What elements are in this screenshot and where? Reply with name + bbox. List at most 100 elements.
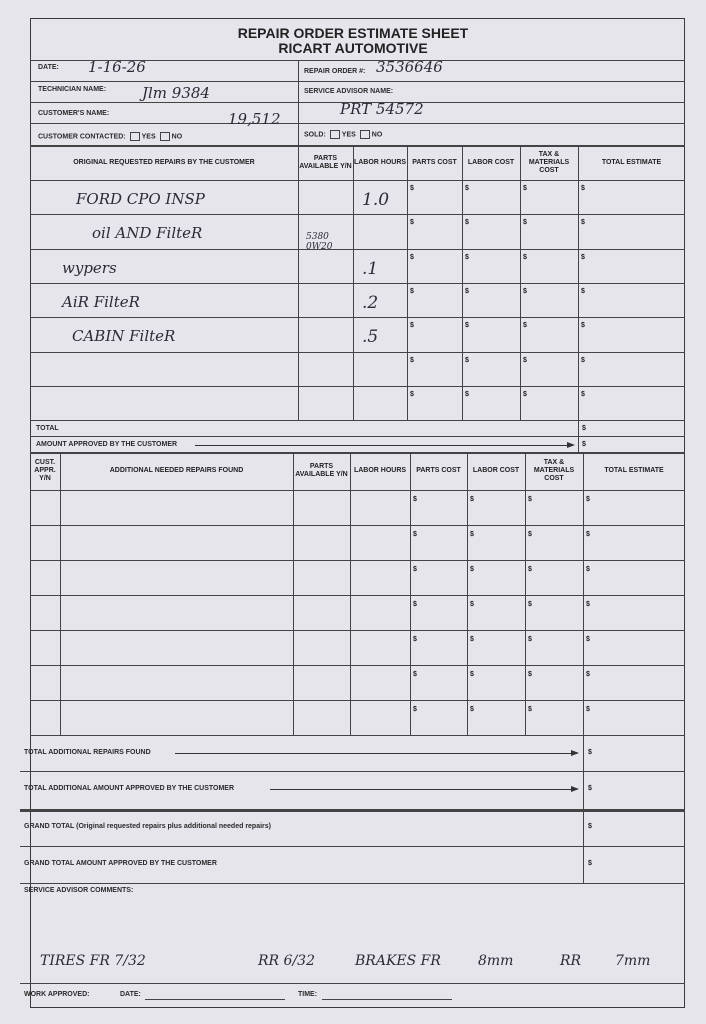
currency-labor-cost[interactable]: $ — [465, 219, 469, 227]
divider — [30, 525, 685, 527]
labor-hours-value[interactable]: .2 — [362, 292, 379, 313]
total-additional-approved-label: TOTAL ADDITIONAL AMOUNT APPROVED BY THE … — [24, 785, 235, 793]
labor-hours-value[interactable]: .1 — [362, 258, 379, 279]
comment-text[interactable]: TIRES FR 7/32 — [40, 953, 146, 970]
labor-hours-value[interactable]: 1.0 — [362, 190, 390, 210]
amount-approved-value[interactable]: $ — [582, 441, 586, 449]
grand-total-value[interactable]: $ — [588, 823, 592, 831]
sold-no-checkbox[interactable] — [359, 130, 370, 139]
currency-labor-cost[interactable]: $ — [470, 496, 474, 504]
labor-hours-value[interactable]: .5 — [362, 327, 379, 348]
currency-labor-cost[interactable]: $ — [470, 566, 474, 574]
currency-parts-cost[interactable]: $ — [413, 566, 417, 574]
date-field[interactable]: 1-16-26 — [88, 58, 146, 76]
currency-tax-materials[interactable]: $ — [523, 253, 527, 261]
currency-total-estimate[interactable]: $ — [581, 390, 585, 398]
comment-text[interactable]: RR — [560, 953, 582, 970]
currency-parts-cost[interactable]: $ — [413, 706, 417, 714]
currency-labor-cost[interactable]: $ — [470, 706, 474, 714]
grand-total-approved-value[interactable]: $ — [588, 860, 592, 868]
currency-total-estimate[interactable]: $ — [586, 671, 590, 679]
currency-tax-materials[interactable]: $ — [523, 219, 527, 227]
currency-total-estimate[interactable]: $ — [581, 356, 585, 364]
currency-parts-cost[interactable]: $ — [413, 671, 417, 679]
approved-time-field[interactable] — [322, 999, 452, 1001]
currency-tax-materials[interactable]: $ — [523, 287, 527, 295]
currency-tax-materials[interactable]: $ — [528, 496, 532, 504]
currency-total-estimate[interactable]: $ — [586, 531, 590, 539]
currency-total-estimate[interactable]: $ — [581, 185, 585, 192]
currency-labor-cost[interactable]: $ — [470, 636, 474, 644]
approved-time-label: TIME: — [298, 991, 318, 999]
currency-total-estimate[interactable]: $ — [581, 287, 585, 295]
currency-total-estimate[interactable]: $ — [586, 496, 590, 504]
currency-tax-materials[interactable]: $ — [528, 566, 532, 574]
currency-labor-cost[interactable]: $ — [465, 356, 469, 364]
repair-description[interactable]: CABIN FilteR — [72, 327, 176, 346]
currency-total-estimate[interactable]: $ — [586, 706, 590, 714]
currency-parts-cost[interactable]: $ — [413, 601, 417, 609]
repair-order-field[interactable]: 3536646 — [376, 58, 443, 76]
repair-description[interactable]: AiR FilteR — [62, 292, 140, 311]
currency-tax-materials[interactable]: $ — [523, 322, 527, 330]
currency-labor-cost[interactable]: $ — [470, 531, 474, 539]
service-advisor-field[interactable]: PRT 54572 — [340, 100, 424, 118]
currency-tax-materials[interactable]: $ — [523, 185, 527, 192]
contacted-yes-checkbox[interactable] — [129, 132, 140, 141]
currency-tax-materials[interactable]: $ — [528, 601, 532, 609]
currency-parts-cost[interactable]: $ — [410, 253, 414, 261]
column-divider — [520, 145, 521, 421]
currency-total-estimate[interactable]: $ — [581, 219, 585, 227]
currency-labor-cost[interactable]: $ — [465, 185, 469, 192]
contacted-no-checkbox[interactable] — [159, 132, 170, 141]
currency-tax-materials[interactable]: $ — [528, 706, 532, 714]
currency-parts-cost[interactable]: $ — [413, 496, 417, 504]
currency-labor-cost[interactable]: $ — [470, 601, 474, 609]
currency-tax-materials[interactable]: $ — [528, 531, 532, 539]
divider — [30, 385, 685, 387]
currency-parts-cost[interactable]: $ — [410, 185, 414, 192]
divider — [30, 735, 685, 737]
currency-parts-cost[interactable]: $ — [413, 531, 417, 539]
customer-field[interactable]: 19,512 — [228, 110, 281, 128]
currency-labor-cost[interactable]: $ — [470, 671, 474, 679]
header-labor-cost: LABOR COST — [467, 159, 515, 166]
currency-total-estimate[interactable]: $ — [586, 566, 590, 574]
currency-labor-cost[interactable]: $ — [465, 287, 469, 295]
currency-total-estimate[interactable]: $ — [581, 322, 585, 330]
currency-total-estimate[interactable]: $ — [586, 601, 590, 609]
total-value[interactable]: $ — [582, 425, 586, 433]
currency-parts-cost[interactable]: $ — [410, 390, 414, 398]
currency-tax-materials[interactable]: $ — [528, 636, 532, 644]
divider — [30, 214, 685, 216]
comment-text[interactable]: 7mm — [615, 953, 651, 970]
technician-field[interactable]: Jlm 9384 — [142, 84, 210, 102]
parts-available-value[interactable]: 5380 0W20 — [306, 232, 333, 253]
currency-tax-materials[interactable]: $ — [528, 671, 532, 679]
currency-parts-cost[interactable]: $ — [410, 356, 414, 364]
currency-labor-cost[interactable]: $ — [465, 322, 469, 330]
header-tax-materials: TAX & MATERIALS COST — [533, 459, 575, 483]
sold-yes-checkbox[interactable] — [329, 130, 340, 139]
currency-tax-materials[interactable]: $ — [523, 356, 527, 364]
repair-description[interactable]: wypers — [62, 258, 117, 277]
currency-tax-materials[interactable]: $ — [523, 390, 527, 398]
currency-parts-cost[interactable]: $ — [413, 636, 417, 644]
comment-text[interactable]: BRAKES FR — [355, 953, 441, 970]
technician-label: TECHNICIAN NAME: — [38, 86, 107, 93]
total-additional-approved-value[interactable]: $ — [588, 785, 592, 793]
column-divider — [350, 452, 351, 736]
currency-total-estimate[interactable]: $ — [581, 253, 585, 261]
comment-text[interactable]: RR 6/32 — [258, 953, 315, 970]
currency-parts-cost[interactable]: $ — [410, 287, 414, 295]
currency-parts-cost[interactable]: $ — [410, 219, 414, 227]
comment-text[interactable]: 8mm — [478, 953, 514, 970]
currency-labor-cost[interactable]: $ — [465, 253, 469, 261]
currency-labor-cost[interactable]: $ — [465, 390, 469, 398]
currency-parts-cost[interactable]: $ — [410, 322, 414, 330]
total-additional-value[interactable]: $ — [588, 749, 592, 757]
repair-description[interactable]: FORD CPO INSP — [76, 190, 205, 208]
currency-total-estimate[interactable]: $ — [586, 636, 590, 644]
repair-description[interactable]: oil AND FilteR — [92, 224, 203, 243]
approved-date-field[interactable] — [145, 999, 285, 1001]
